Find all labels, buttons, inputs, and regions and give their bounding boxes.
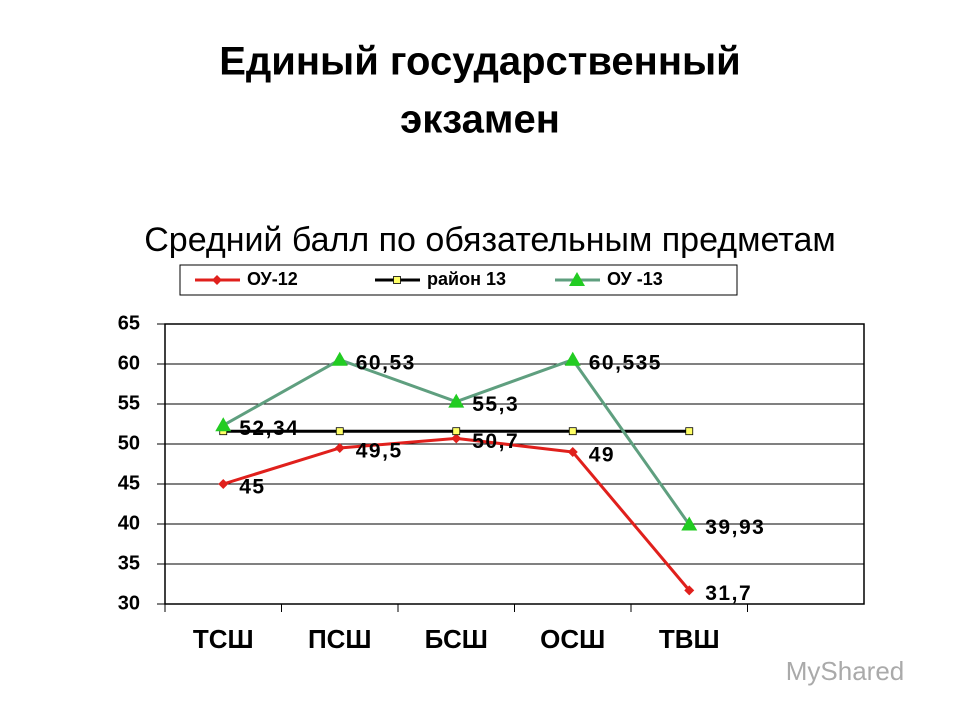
marker xyxy=(452,427,461,436)
legend-label: ОУ -13 xyxy=(607,269,663,289)
marker xyxy=(685,427,694,436)
marker xyxy=(334,443,345,453)
y-tick-label: 65 xyxy=(118,312,140,334)
subtitle: Средний балл по обязательным предметам xyxy=(144,221,835,259)
x-tick-label: ОСШ xyxy=(540,624,605,654)
x-tick-label: БСШ xyxy=(425,624,488,654)
y-tick-label: 60 xyxy=(118,352,140,374)
marker xyxy=(448,393,465,408)
value-label: 49 xyxy=(589,444,615,467)
marker xyxy=(684,585,695,596)
marker xyxy=(335,427,344,436)
legend-label: ОУ-12 xyxy=(247,269,298,289)
value-label: 52,34 xyxy=(239,417,299,440)
marker xyxy=(215,417,232,432)
marker xyxy=(681,516,698,531)
value-label: 49,5 xyxy=(356,440,403,463)
y-tick-label: 40 xyxy=(118,512,140,534)
title-line: экзамен xyxy=(400,98,560,142)
marker xyxy=(393,276,401,284)
value-label: 50,7 xyxy=(472,430,519,453)
y-tick-label: 50 xyxy=(118,432,140,454)
series-line xyxy=(222,436,691,592)
x-tick-label: ТВШ xyxy=(659,624,720,654)
value-label: 31,7 xyxy=(705,582,752,605)
y-tick-label: 55 xyxy=(118,392,140,414)
marker xyxy=(567,447,578,457)
marker xyxy=(331,351,348,366)
y-tick-label: 45 xyxy=(118,472,140,494)
y-tick-label: 30 xyxy=(118,592,140,614)
marker xyxy=(568,427,577,436)
marker xyxy=(564,351,581,366)
y-tick-label: 35 xyxy=(118,552,140,574)
watermark: MyShared xyxy=(786,656,905,686)
marker xyxy=(569,272,585,286)
plot-frame xyxy=(164,323,865,605)
value-label: 60,535 xyxy=(589,351,662,374)
marker xyxy=(212,275,222,285)
title-line: Единый государственный xyxy=(219,40,741,84)
value-label: 55,3 xyxy=(472,393,519,416)
value-label: 45 xyxy=(239,476,265,499)
marker xyxy=(451,433,462,444)
legend-label: район 13 xyxy=(427,269,506,289)
legend-box xyxy=(179,264,738,296)
x-tick-label: ТСШ xyxy=(193,624,254,654)
marker xyxy=(218,479,229,489)
value-label: 39,93 xyxy=(705,516,765,539)
value-label: 60,53 xyxy=(356,351,416,374)
x-tick-label: ПСШ xyxy=(308,624,372,654)
